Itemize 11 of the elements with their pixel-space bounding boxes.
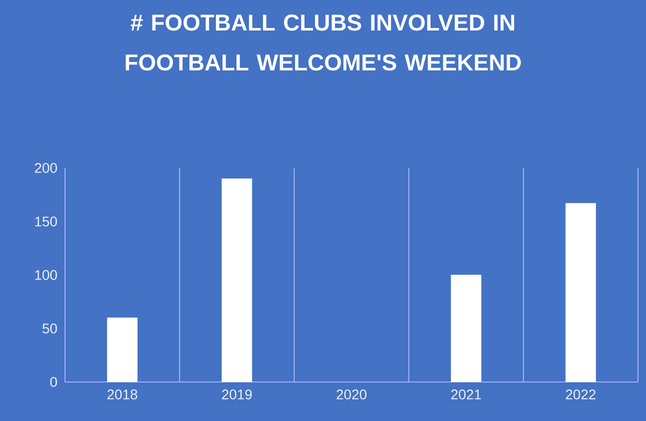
- chart-title: # FOOTBALL CLUBS INVOLVED IN FOOTBALL WELCOME'S WEEKEND: [126, 14, 521, 71]
- x-tick-label: 2021: [451, 390, 481, 400]
- y-tick-label: 100: [35, 270, 57, 280]
- x-tick-label: 2020: [336, 390, 366, 400]
- x-tick-label: 2022: [566, 390, 596, 400]
- y-tick-label: 200: [34, 163, 57, 173]
- y-tick-label: 0: [50, 377, 57, 387]
- y-tick-label: 150: [35, 216, 57, 226]
- x-tick-label: 2018: [107, 390, 138, 400]
- y-tick-label: 50: [42, 324, 57, 334]
- x-tick-label: 2019: [222, 390, 252, 400]
